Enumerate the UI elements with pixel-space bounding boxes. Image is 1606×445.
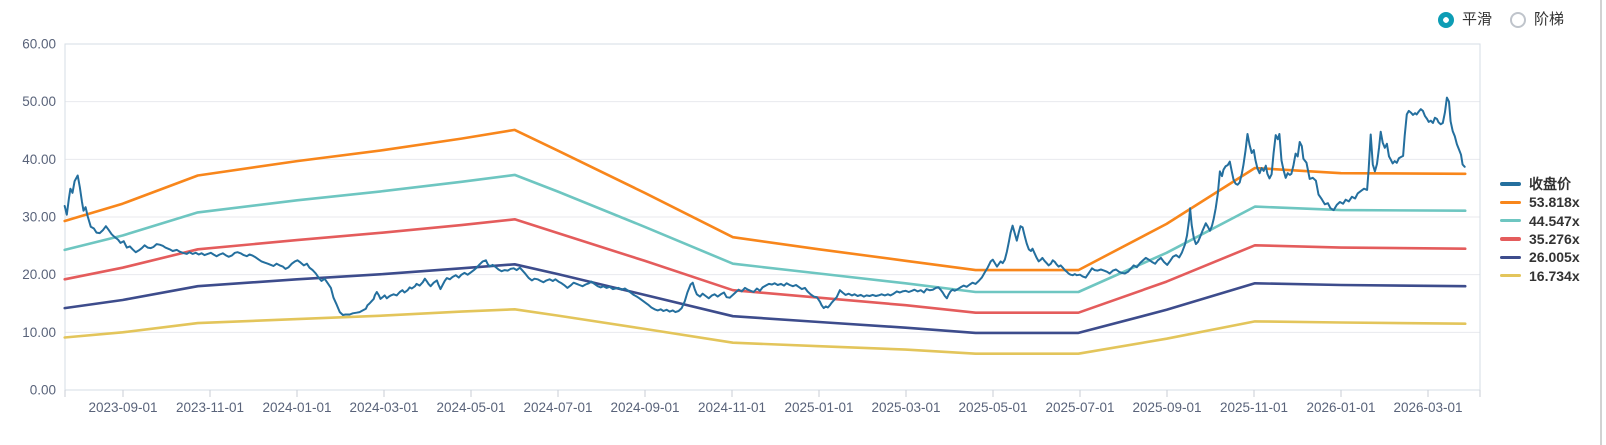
series-line-53.818x: [63, 128, 1467, 272]
x-axis-label: 2026-03-01: [1393, 400, 1462, 415]
x-axis-label: 2024-11-01: [698, 400, 766, 415]
radio-step[interactable]: 阶梯: [1510, 12, 1564, 28]
legend-marker-icon: [1500, 237, 1521, 241]
legend-marker-icon: [1500, 218, 1521, 223]
plot-border: [64, 43, 1481, 391]
legend-marker-icon: [1500, 200, 1521, 205]
x-axis-label: 2023-09-01: [88, 400, 157, 415]
series-line-44.547x: [63, 173, 1467, 294]
radio-smooth[interactable]: 平滑: [1438, 12, 1492, 28]
legend-marker-icon: [1500, 182, 1521, 186]
x-axis-label: 2025-07-01: [1045, 400, 1114, 415]
legend-item-44.547x[interactable]: 44.547x: [1500, 212, 1580, 230]
series-line-35.276x: [63, 218, 1467, 315]
radio-unselected-icon[interactable]: [1510, 12, 1527, 28]
x-axis-label: 2024-09-01: [610, 400, 679, 415]
y-axis-label: 50.00: [22, 94, 56, 109]
legend-item-53.818x[interactable]: 53.818x: [1500, 193, 1580, 211]
legend-marker-icon: [1500, 273, 1521, 278]
legend-label: 收盘价: [1529, 176, 1571, 193]
x-axis-label: 2026-01-01: [1306, 400, 1375, 415]
series-line-16.734x: [63, 307, 1467, 356]
legend-label: 26.005x: [1529, 249, 1580, 266]
chart-legend: 收盘价 53.818x 44.547x 35.276x 26.005x 16.734x: [1500, 175, 1580, 285]
legend-label: 35.276x: [1529, 231, 1580, 248]
y-axis-label: 10.00: [22, 325, 56, 340]
x-axis-label: 2023-11-01: [176, 400, 244, 415]
series-line-26.005x: [63, 262, 1467, 335]
x-axis-label: 2025-03-01: [871, 400, 940, 415]
radio-step-label: 阶梯: [1534, 11, 1565, 28]
x-axis-label: 2024-01-01: [262, 400, 331, 415]
x-axis-label: 2025-05-01: [958, 400, 1027, 415]
x-axis-label: 2025-01-01: [784, 400, 853, 415]
y-axis-label: 20.00: [22, 267, 56, 282]
page-edge-divider: [1600, 0, 1602, 445]
series-line-收盘价: [63, 96, 1466, 316]
legend-label: 44.547x: [1529, 212, 1580, 229]
legend-item-16.734x[interactable]: 16.734x: [1500, 266, 1580, 284]
line-style-toggle: 平滑 阶梯: [1438, 12, 1564, 28]
x-axis-label: 2025-09-01: [1132, 400, 1201, 415]
legend-item-收盘价[interactable]: 收盘价: [1500, 175, 1580, 193]
legend-label: 16.734x: [1529, 267, 1580, 284]
x-axis-label: 2024-03-01: [349, 400, 418, 415]
legend-item-26.005x[interactable]: 26.005x: [1500, 248, 1580, 266]
y-axis-label: 40.00: [22, 152, 56, 167]
radio-smooth-label: 平滑: [1462, 11, 1493, 28]
legend-label: 53.818x: [1529, 194, 1580, 211]
x-axis-label: 2024-07-01: [523, 400, 592, 415]
x-axis-label: 2024-05-01: [436, 400, 505, 415]
x-axis-label: 2025-11-01: [1220, 400, 1288, 415]
legend-marker-icon: [1500, 255, 1521, 260]
legend-item-35.276x[interactable]: 35.276x: [1500, 230, 1580, 248]
radio-selected-icon[interactable]: [1438, 12, 1454, 28]
y-axis-label: 0.00: [30, 383, 56, 398]
y-axis-label: 30.00: [22, 210, 56, 225]
y-axis-label: 60.00: [22, 37, 56, 52]
